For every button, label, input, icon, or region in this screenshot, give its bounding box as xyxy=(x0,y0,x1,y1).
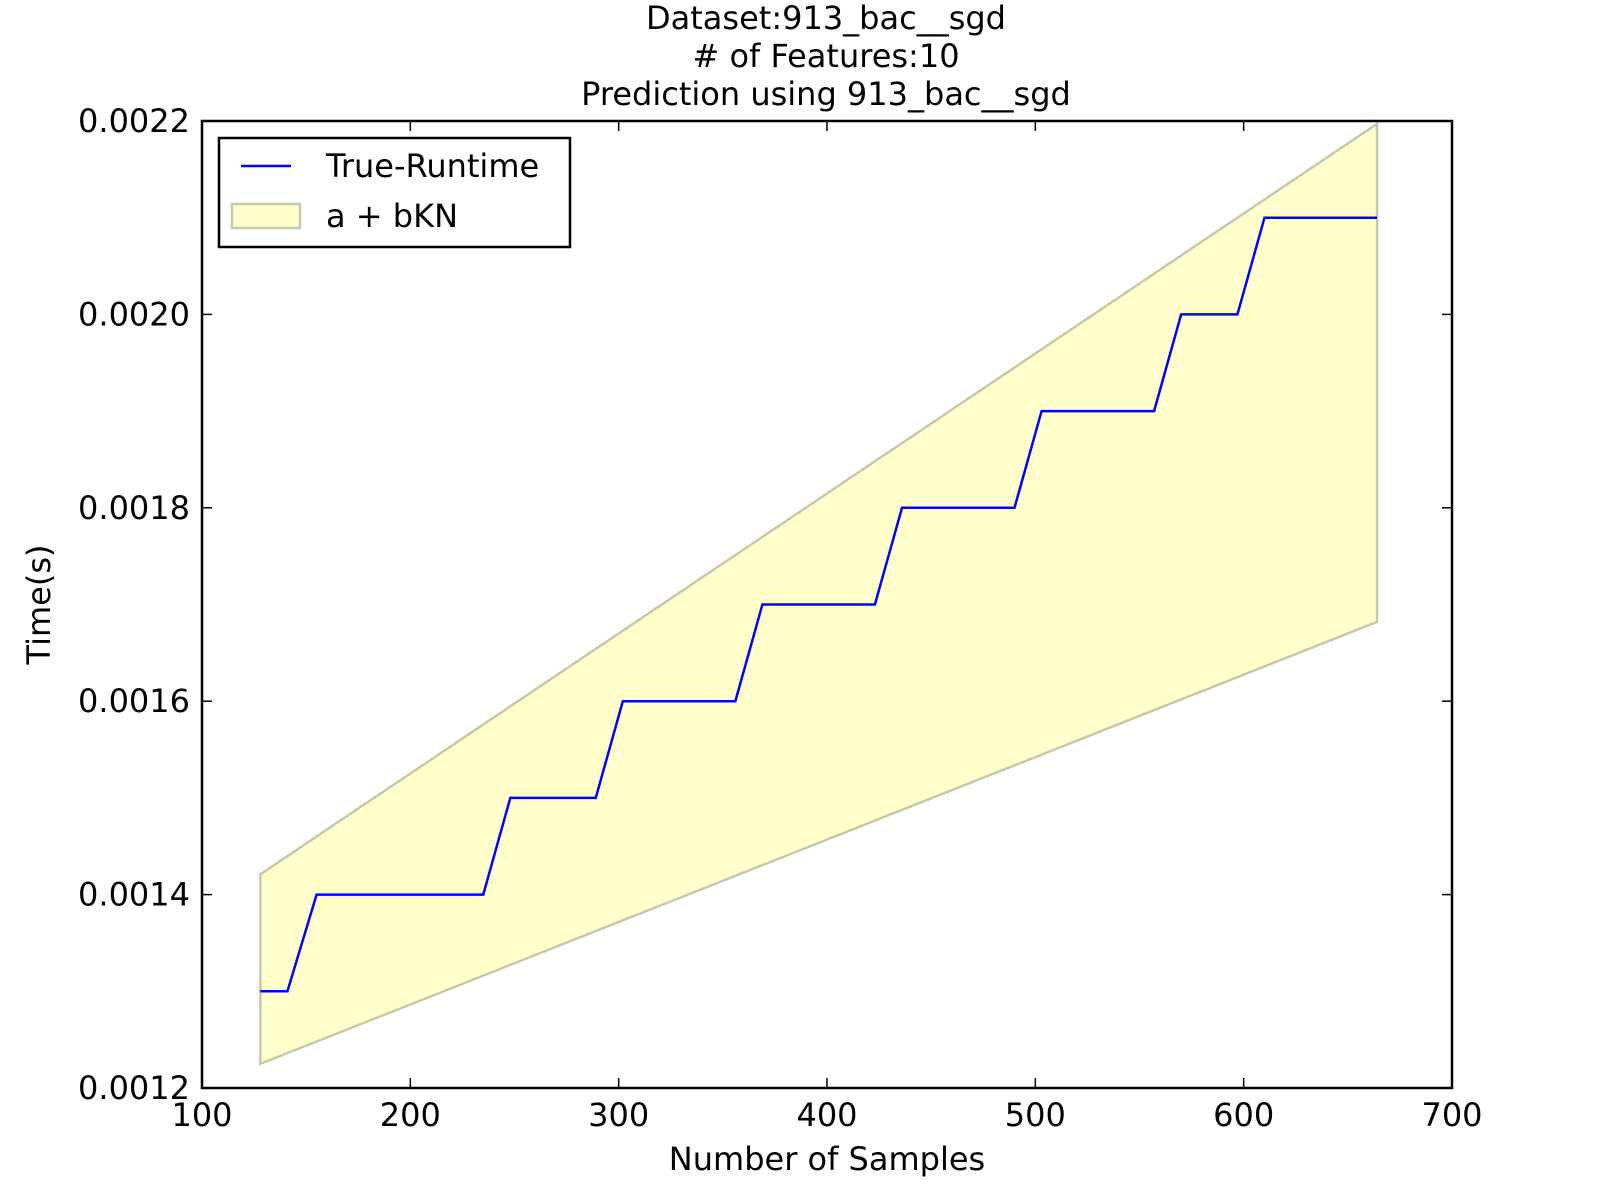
series-line-true-runtime xyxy=(260,216,1377,993)
y-tick-label: 0.0012 xyxy=(78,1069,190,1107)
chart-title-line: Prediction using 913_bac__sgd xyxy=(581,75,1071,113)
chart-title: Dataset:913_bac__sgd# of Features:10Pred… xyxy=(581,0,1071,113)
legend-label-a-bkn: a + bKN xyxy=(326,197,458,235)
y-axis: 0.0012 0.0014 0.0016 0.0018 0.0020 0.0022 xyxy=(78,102,1452,1107)
y-tick-label: 0.0020 xyxy=(78,295,190,333)
plot-area xyxy=(200,119,1454,1090)
y-axis-label: Time(s) xyxy=(20,545,58,666)
x-axis-label: Number of Samples xyxy=(669,1140,985,1178)
x-tick-label: 600 xyxy=(1213,1096,1274,1134)
legend-swatch-a-bkn xyxy=(230,202,302,230)
y-tick-label: 0.0016 xyxy=(78,682,190,720)
y-tick-label: 0.0014 xyxy=(78,876,190,914)
x-tick-label: 500 xyxy=(1005,1096,1066,1134)
y-tick-label: 0.0018 xyxy=(78,489,190,527)
x-tick-label: 100 xyxy=(171,1096,232,1134)
y-tick-label: 0.0022 xyxy=(78,102,190,140)
chart-title-line: Dataset:913_bac__sgd xyxy=(646,0,1006,37)
x-tick-label: 400 xyxy=(796,1096,857,1134)
x-tick-label: 300 xyxy=(588,1096,649,1134)
legend-label-true-runtime: True-Runtime xyxy=(325,147,539,185)
band-a-bkn xyxy=(259,121,1379,1066)
x-tick-label: 700 xyxy=(1421,1096,1482,1134)
legend: True-Runtime a + bKN xyxy=(217,136,572,249)
x-tick-label: 200 xyxy=(380,1096,441,1134)
x-axis: 100 200 300 400 500 600 700 xyxy=(171,121,1483,1134)
chart-title-line: # of Features:10 xyxy=(692,37,959,75)
